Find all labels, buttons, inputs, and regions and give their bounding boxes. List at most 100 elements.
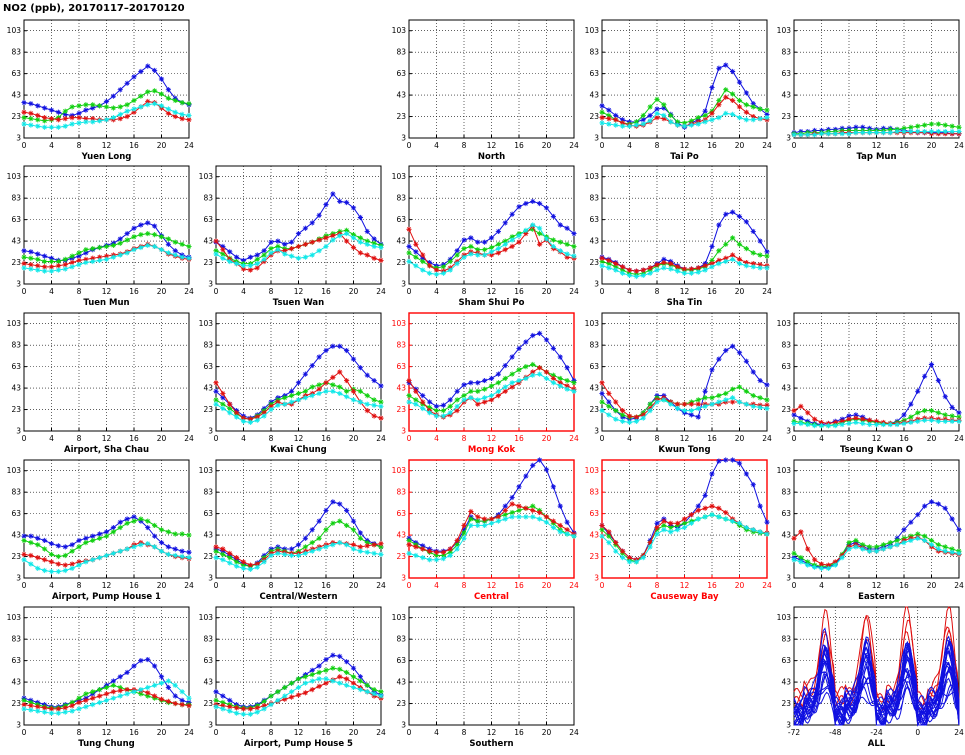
sha-tin-xtick-label: 20 [735, 287, 745, 296]
airport-pump-house-5-series-cyan-point [234, 710, 240, 716]
central-series-red-point [516, 503, 522, 509]
tuen-mun-series-cyan-point [90, 258, 96, 265]
airport-pump-house-1-series-blue-point [55, 543, 61, 549]
eastern-series-cyan-point [853, 544, 859, 550]
eastern-ytick-label: 43 [781, 531, 791, 540]
tsuen-wan-series-cyan-point [378, 244, 384, 251]
mong-kok-series-blue-point [468, 380, 474, 386]
central-western-ytick-label: 103 [199, 466, 214, 475]
tseung-kwan-o-series-cyan-point [887, 421, 893, 428]
tsuen-wan-series-blue-point [234, 254, 240, 260]
tsuen-wan-series-blue-point [220, 243, 226, 250]
tung-chung-series-cyan-point [124, 691, 130, 697]
sha-tin-series-cyan-point [606, 265, 612, 271]
tap-mun-series-cyan-point [812, 132, 818, 138]
kwun-tong-series-cyan-point [626, 419, 633, 426]
tung-chung-series-red-point [35, 704, 41, 710]
north-ytick-label: 23 [396, 112, 406, 121]
tai-po-series-cyan-point [599, 120, 605, 126]
causeway-bay-series-blue-point [702, 492, 708, 498]
kwai-chung-series-red-point [316, 386, 322, 392]
airport-pump-house-5-series-green-point [295, 676, 302, 682]
kwun-tong-series-blue-point [730, 343, 736, 349]
airport-pump-house-5-series-cyan-point [254, 709, 260, 715]
kwun-tong-series-cyan-point [750, 403, 756, 409]
causeway-bay-series-red-point [681, 516, 688, 522]
yuen-long-series-blue-point [165, 87, 171, 93]
airport-pump-house-1-series-green-point [90, 537, 96, 544]
tsuen-wan-series-red-point [371, 255, 377, 261]
airport-pump-house-5-series-green-point [337, 666, 343, 672]
sha-tin-series-green-point [716, 248, 722, 254]
mong-kok-series-blue-point [537, 330, 543, 336]
central-western-series-green-point [364, 540, 370, 546]
yuen-long-series-cyan-point [186, 112, 192, 119]
sham-shui-po-series-blue-point [509, 211, 515, 217]
airport-pump-house-1-series-blue-point [117, 519, 123, 525]
southern-ytick-label: 83 [396, 635, 406, 644]
sham-shui-po-series-blue-point [468, 235, 474, 241]
yuen-long-series-blue-point [55, 109, 61, 115]
mong-kok-series-cyan-point [557, 383, 563, 389]
causeway-bay-series-blue-point [730, 457, 736, 463]
airport-pump-house-1-series-blue-point [172, 546, 178, 552]
sham-shui-po-series-green-point [557, 239, 563, 245]
tung-chung-xtick-label: 0 [22, 728, 27, 737]
central-xtick-label: 20 [542, 581, 552, 590]
tai-po-series-blue-point [764, 111, 770, 117]
eastern-series-red-point [805, 546, 811, 552]
airport-pump-house-1-series-cyan-point [97, 555, 103, 561]
kwun-tong-series-green-point [743, 388, 749, 394]
tsuen-wan-xtick-label: 4 [241, 287, 246, 296]
sham-shui-po-series-red-point [488, 252, 495, 258]
sha-tin-series-cyan-point [599, 263, 605, 269]
north-xtick-label: 24 [569, 141, 579, 150]
causeway-bay-series-red-point [702, 505, 708, 511]
yuen-long-series-green-point [83, 102, 89, 108]
airport-pump-house-1-ytick-label: 43 [11, 531, 21, 540]
airport-pump-house-5-series-red-point [240, 706, 247, 712]
tuen-mun-series-red-point [35, 263, 41, 269]
tai-po-series-green-point [599, 109, 605, 115]
airport-pump-house-5-series-blue-point [337, 653, 343, 659]
mong-kok-series-cyan-point [550, 380, 556, 386]
airport-pump-house-1-series-cyan-point [76, 562, 82, 568]
kwai-chung-series-red-point [247, 416, 253, 422]
sha-tin-series-green-point [620, 267, 626, 273]
mong-kok-series-blue-point [502, 362, 508, 369]
mong-kok-series-green-point [447, 403, 453, 409]
sha-tin-series-cyan-point [750, 264, 756, 270]
tseung-kwan-o-series-green-point [956, 414, 962, 420]
tseung-kwan-o-series-cyan-point [839, 421, 845, 428]
tseung-kwan-o-xtick-label: 24 [954, 434, 964, 443]
airport-pump-house-1-series-blue-point [152, 533, 158, 539]
tseung-kwan-o-series-red-point [846, 416, 852, 422]
kwun-tong-series-green-point [606, 403, 612, 409]
yuen-long-series-cyan-point [90, 119, 96, 125]
eastern-xtick-label: 0 [792, 581, 797, 590]
kwai-chung-series-cyan-point [295, 397, 302, 403]
sha-tin-ytick-label: 23 [589, 258, 599, 267]
yuen-long-series-blue-point [76, 110, 82, 116]
central-western-series-cyan-point [309, 548, 315, 554]
mong-kok-series-blue-point [495, 371, 501, 377]
central-series-blue-point [557, 503, 563, 509]
mong-kok-series-cyan-point [564, 386, 570, 392]
central-western-series-green-point [323, 527, 329, 533]
tung-chung-series-blue-point [172, 693, 178, 699]
yuen-long-series-green-point [186, 101, 192, 107]
all-ytick-label: 23 [781, 699, 791, 708]
kwai-chung-series-blue-point [330, 343, 336, 349]
tsuen-wan-series-red-point [344, 238, 350, 244]
central-western-series-blue-point [302, 535, 308, 541]
yuen-long-series-cyan-point [117, 111, 123, 117]
central-western-series-cyan-point [254, 564, 260, 570]
tsuen-wan-series-cyan-point [220, 255, 226, 261]
eastern-series-green-point [846, 540, 852, 546]
tseung-kwan-o-xtick-label: 20 [927, 434, 937, 443]
panel-title: Central [474, 592, 509, 602]
southern-xtick-label: 16 [514, 728, 524, 737]
sham-shui-po-xtick-label: 4 [434, 287, 439, 296]
central-xtick-label: 0 [407, 581, 412, 590]
